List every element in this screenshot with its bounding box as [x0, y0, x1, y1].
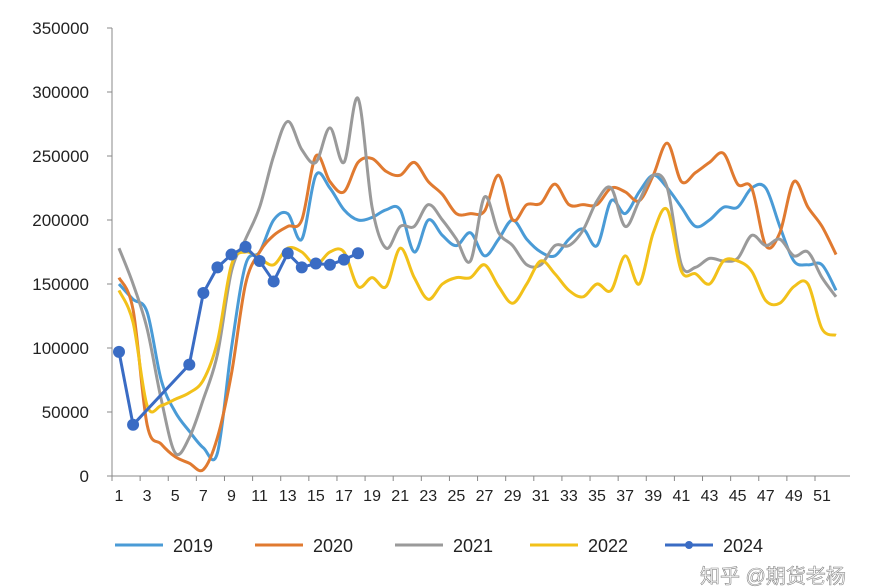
y-tick-label: 250000: [32, 147, 89, 166]
legend-label: 2022: [588, 536, 628, 556]
y-tick-label: 150000: [32, 275, 89, 294]
data-point-2024: [113, 345, 125, 358]
x-tick-label: 13: [279, 488, 297, 505]
data-point-2024: [197, 286, 210, 299]
x-tick-label: 19: [363, 488, 381, 505]
legend-item-2021: 2021: [395, 536, 493, 556]
series-line-2019: [117, 171, 838, 462]
y-tick-label: 0: [80, 467, 89, 486]
data-point-2024: [323, 258, 336, 271]
legend-item-2019: 2019: [115, 536, 213, 556]
data-point-2024: [225, 248, 238, 261]
legend-marker: [685, 541, 693, 549]
x-tick-label: 31: [532, 488, 550, 505]
series-lines: [113, 96, 838, 473]
legend-label: 2020: [313, 536, 353, 556]
x-tick-label: 7: [199, 488, 208, 505]
data-point-2024: [281, 247, 294, 260]
data-point-2024: [239, 240, 252, 253]
data-point-2024: [253, 254, 266, 267]
x-tick-label: 33: [560, 488, 578, 505]
x-tick-label: 23: [419, 488, 437, 505]
data-point-2024: [211, 261, 224, 274]
legend-label: 2024: [723, 536, 763, 556]
y-tick-label: 50000: [42, 403, 89, 422]
x-tick-label: 51: [813, 488, 831, 505]
y-tick-label: 300000: [32, 83, 89, 102]
watermark: 知乎 @期货老杨: [700, 565, 846, 588]
data-point-2024: [183, 358, 196, 371]
y-tick-label: 100000: [32, 339, 89, 358]
x-tick-label: 25: [448, 488, 466, 505]
legend: 2019 2020 2021 2022 2024: [115, 536, 763, 556]
x-tick-label: 37: [616, 488, 634, 505]
y-axis: 0 50000 100000 150000 200000 250000 300000 3500…: [32, 19, 113, 486]
data-point-2024: [309, 257, 322, 270]
y-tick-label: 200000: [32, 211, 89, 230]
data-point-2024: [352, 247, 365, 260]
x-tick-label: 5: [171, 488, 180, 505]
legend-item-2020: 2020: [255, 536, 353, 556]
legend-label: 2021: [453, 536, 493, 556]
x-tick-label: 1: [115, 488, 124, 505]
x-tick-label: 29: [504, 488, 522, 505]
x-tick-label: 39: [644, 488, 662, 505]
data-point-2024: [127, 418, 140, 431]
x-tick-label: 47: [757, 488, 775, 505]
x-tick-label: 49: [785, 488, 803, 505]
x-tick-label: 3: [143, 488, 152, 505]
y-tick-label: 350000: [32, 19, 89, 38]
legend-label: 2019: [173, 536, 213, 556]
x-tick-label: 45: [729, 488, 747, 505]
x-tick-label: 41: [673, 488, 691, 505]
data-point-2024: [267, 275, 280, 288]
x-tick-label: 27: [476, 488, 494, 505]
x-tick-label: 15: [307, 488, 325, 505]
legend-item-2022: 2022: [530, 536, 628, 556]
x-tick-label: 35: [588, 488, 606, 505]
x-tick-label: 17: [335, 488, 353, 505]
x-tick-label: 11: [251, 488, 268, 505]
legend-item-2024: 2024: [665, 536, 763, 556]
data-point-2024: [337, 253, 350, 266]
x-tick-label: 21: [391, 488, 409, 505]
x-tick-label: 9: [227, 488, 236, 505]
x-axis: 1 3 5 7 9 11 13 15 17 19 21 23 25 27 29 31 33 35 37 39 41 43 4…: [111, 475, 850, 505]
data-point-2024: [295, 261, 308, 274]
series-line-2020: [117, 141, 838, 473]
x-tick-label: 43: [701, 488, 719, 505]
